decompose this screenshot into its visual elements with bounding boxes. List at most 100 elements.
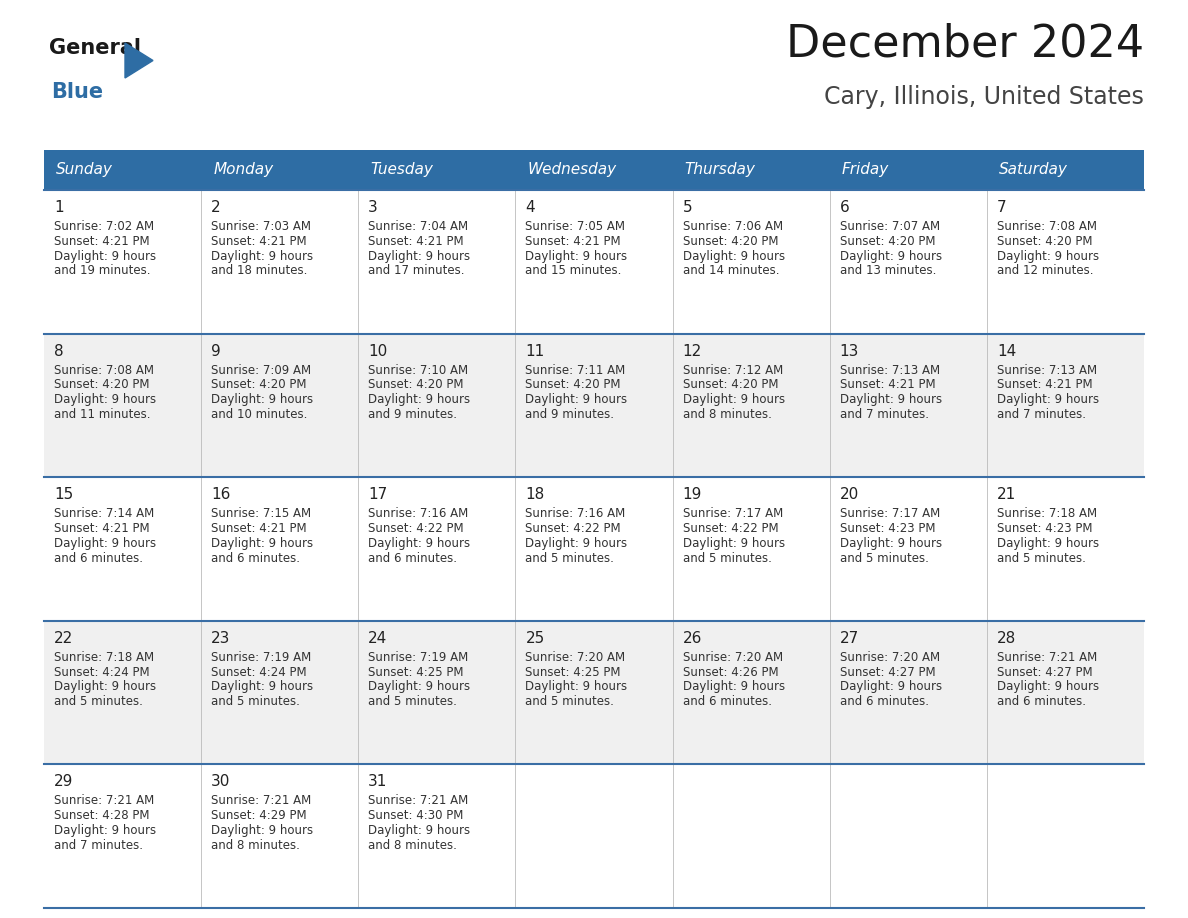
Text: Sunrise: 7:04 AM: Sunrise: 7:04 AM	[368, 220, 468, 233]
Text: Daylight: 9 hours: Daylight: 9 hours	[368, 250, 470, 263]
Text: Sunset: 4:25 PM: Sunset: 4:25 PM	[368, 666, 463, 678]
Text: Sunset: 4:20 PM: Sunset: 4:20 PM	[683, 378, 778, 391]
Text: 12: 12	[683, 343, 702, 359]
Text: and 5 minutes.: and 5 minutes.	[368, 695, 457, 708]
Text: Sunrise: 7:20 AM: Sunrise: 7:20 AM	[683, 651, 783, 664]
Text: Daylight: 9 hours: Daylight: 9 hours	[368, 824, 470, 837]
Text: and 8 minutes.: and 8 minutes.	[368, 839, 457, 852]
Text: 9: 9	[211, 343, 221, 359]
Text: Sunrise: 7:06 AM: Sunrise: 7:06 AM	[683, 220, 783, 233]
Bar	[44, 333, 1144, 477]
Text: 28: 28	[997, 631, 1016, 645]
Text: Sunset: 4:20 PM: Sunset: 4:20 PM	[840, 235, 935, 248]
Text: Sunset: 4:21 PM: Sunset: 4:21 PM	[997, 378, 1093, 391]
Text: Sunrise: 7:19 AM: Sunrise: 7:19 AM	[368, 651, 468, 664]
Text: Daylight: 9 hours: Daylight: 9 hours	[53, 537, 156, 550]
Text: and 12 minutes.: and 12 minutes.	[997, 264, 1093, 277]
Text: Daylight: 9 hours: Daylight: 9 hours	[368, 680, 470, 693]
Text: Daylight: 9 hours: Daylight: 9 hours	[53, 680, 156, 693]
Text: Sunrise: 7:21 AM: Sunrise: 7:21 AM	[53, 794, 154, 808]
Text: Daylight: 9 hours: Daylight: 9 hours	[683, 537, 785, 550]
Text: General: General	[49, 38, 141, 58]
Text: and 5 minutes.: and 5 minutes.	[525, 695, 614, 708]
Text: 8: 8	[53, 343, 64, 359]
Text: Thursday: Thursday	[684, 162, 756, 176]
Text: Daylight: 9 hours: Daylight: 9 hours	[840, 250, 942, 263]
Text: Daylight: 9 hours: Daylight: 9 hours	[525, 537, 627, 550]
Bar	[44, 621, 1144, 765]
Text: and 5 minutes.: and 5 minutes.	[53, 695, 143, 708]
Text: Sunset: 4:27 PM: Sunset: 4:27 PM	[840, 666, 935, 678]
Text: 21: 21	[997, 487, 1016, 502]
Text: Sunset: 4:29 PM: Sunset: 4:29 PM	[211, 809, 307, 823]
Text: Daylight: 9 hours: Daylight: 9 hours	[683, 393, 785, 406]
Text: 4: 4	[525, 200, 535, 215]
Text: Sunset: 4:23 PM: Sunset: 4:23 PM	[997, 522, 1092, 535]
Text: and 6 minutes.: and 6 minutes.	[368, 552, 457, 565]
Text: 25: 25	[525, 631, 544, 645]
Text: 2: 2	[211, 200, 221, 215]
Text: Sunset: 4:21 PM: Sunset: 4:21 PM	[211, 522, 307, 535]
Text: 10: 10	[368, 343, 387, 359]
Text: Sunset: 4:20 PM: Sunset: 4:20 PM	[53, 378, 150, 391]
Text: Sunset: 4:21 PM: Sunset: 4:21 PM	[525, 235, 621, 248]
Text: 5: 5	[683, 200, 693, 215]
Text: 17: 17	[368, 487, 387, 502]
Text: 16: 16	[211, 487, 230, 502]
Text: Sunrise: 7:14 AM: Sunrise: 7:14 AM	[53, 508, 154, 521]
Text: Sunrise: 7:08 AM: Sunrise: 7:08 AM	[53, 364, 154, 376]
Text: 15: 15	[53, 487, 74, 502]
Text: Daylight: 9 hours: Daylight: 9 hours	[211, 393, 314, 406]
Polygon shape	[125, 43, 153, 78]
Text: Daylight: 9 hours: Daylight: 9 hours	[211, 537, 314, 550]
Text: and 13 minutes.: and 13 minutes.	[840, 264, 936, 277]
Text: 22: 22	[53, 631, 74, 645]
Text: and 7 minutes.: and 7 minutes.	[840, 408, 929, 421]
Bar	[44, 477, 1144, 621]
Text: Sunset: 4:23 PM: Sunset: 4:23 PM	[840, 522, 935, 535]
Text: Sunrise: 7:07 AM: Sunrise: 7:07 AM	[840, 220, 940, 233]
Text: Sunrise: 7:18 AM: Sunrise: 7:18 AM	[53, 651, 154, 664]
Text: 14: 14	[997, 343, 1016, 359]
Text: Daylight: 9 hours: Daylight: 9 hours	[840, 680, 942, 693]
Text: 19: 19	[683, 487, 702, 502]
Text: Sunrise: 7:21 AM: Sunrise: 7:21 AM	[368, 794, 468, 808]
Text: Sunset: 4:21 PM: Sunset: 4:21 PM	[211, 235, 307, 248]
Text: and 6 minutes.: and 6 minutes.	[53, 552, 143, 565]
Text: Sunset: 4:20 PM: Sunset: 4:20 PM	[368, 378, 463, 391]
Text: 11: 11	[525, 343, 544, 359]
Text: 31: 31	[368, 775, 387, 789]
Text: 6: 6	[840, 200, 849, 215]
Text: and 5 minutes.: and 5 minutes.	[525, 552, 614, 565]
Text: Daylight: 9 hours: Daylight: 9 hours	[840, 537, 942, 550]
Text: Cary, Illinois, United States: Cary, Illinois, United States	[824, 85, 1144, 109]
Text: Monday: Monday	[213, 162, 273, 176]
Text: and 6 minutes.: and 6 minutes.	[997, 695, 1086, 708]
Text: Sunrise: 7:18 AM: Sunrise: 7:18 AM	[997, 508, 1097, 521]
Text: Sunrise: 7:03 AM: Sunrise: 7:03 AM	[211, 220, 311, 233]
Text: Sunset: 4:24 PM: Sunset: 4:24 PM	[211, 666, 307, 678]
Text: Sunset: 4:20 PM: Sunset: 4:20 PM	[211, 378, 307, 391]
Text: and 11 minutes.: and 11 minutes.	[53, 408, 151, 421]
Text: Sunrise: 7:16 AM: Sunrise: 7:16 AM	[368, 508, 468, 521]
Text: Sunset: 4:25 PM: Sunset: 4:25 PM	[525, 666, 621, 678]
Text: Sunrise: 7:13 AM: Sunrise: 7:13 AM	[840, 364, 940, 376]
Text: Sunrise: 7:13 AM: Sunrise: 7:13 AM	[997, 364, 1097, 376]
Text: Sunrise: 7:17 AM: Sunrise: 7:17 AM	[683, 508, 783, 521]
Text: and 15 minutes.: and 15 minutes.	[525, 264, 621, 277]
Text: Sunrise: 7:10 AM: Sunrise: 7:10 AM	[368, 364, 468, 376]
Text: and 7 minutes.: and 7 minutes.	[997, 408, 1086, 421]
Text: Sunrise: 7:16 AM: Sunrise: 7:16 AM	[525, 508, 626, 521]
Text: Sunrise: 7:05 AM: Sunrise: 7:05 AM	[525, 220, 625, 233]
Text: Daylight: 9 hours: Daylight: 9 hours	[525, 250, 627, 263]
Text: and 17 minutes.: and 17 minutes.	[368, 264, 465, 277]
Text: Sunrise: 7:17 AM: Sunrise: 7:17 AM	[840, 508, 940, 521]
Text: Daylight: 9 hours: Daylight: 9 hours	[211, 824, 314, 837]
Text: Sunrise: 7:15 AM: Sunrise: 7:15 AM	[211, 508, 311, 521]
Text: and 5 minutes.: and 5 minutes.	[840, 552, 929, 565]
Text: and 5 minutes.: and 5 minutes.	[997, 552, 1086, 565]
Text: and 6 minutes.: and 6 minutes.	[211, 552, 301, 565]
Text: Sunrise: 7:21 AM: Sunrise: 7:21 AM	[211, 794, 311, 808]
Text: and 5 minutes.: and 5 minutes.	[683, 552, 771, 565]
Text: and 10 minutes.: and 10 minutes.	[211, 408, 308, 421]
